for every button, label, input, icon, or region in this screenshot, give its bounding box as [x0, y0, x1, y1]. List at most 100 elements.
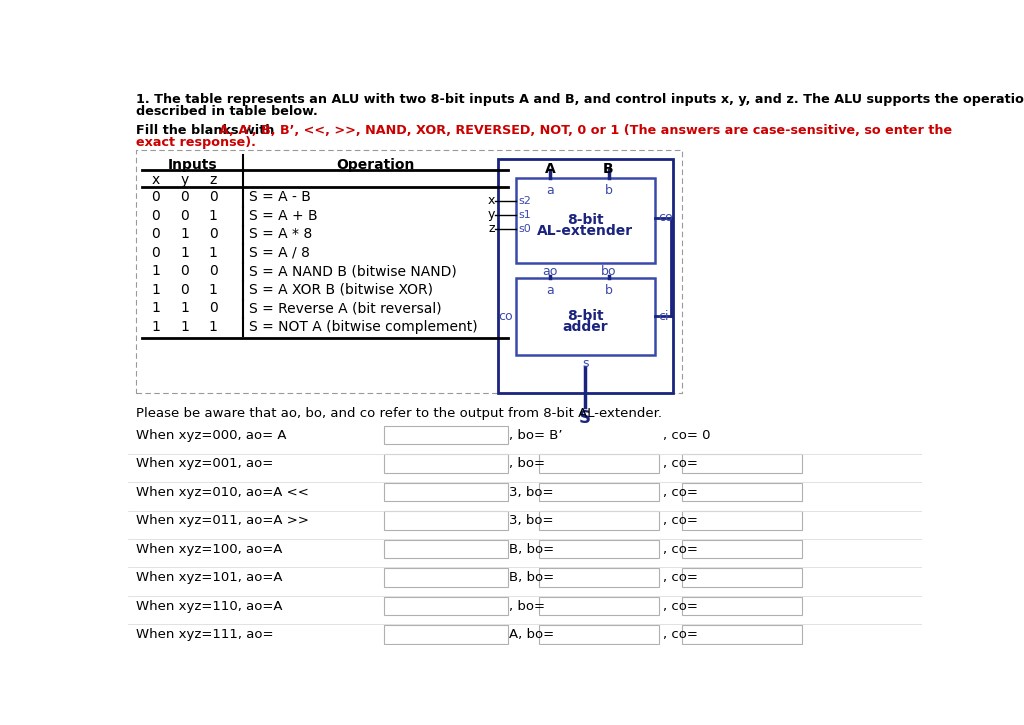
Bar [384, 568, 508, 587]
Text: s0: s0 [518, 224, 531, 233]
Text: co: co [498, 310, 512, 323]
Text: a: a [547, 184, 554, 197]
Text: , co=: , co= [663, 486, 697, 499]
Text: S = A * 8: S = A * 8 [249, 227, 312, 241]
Bar [136, 150, 682, 393]
Text: 0: 0 [180, 190, 189, 204]
Bar [539, 483, 658, 501]
Bar [539, 539, 658, 558]
Text: When xyz=101, ao=A: When xyz=101, ao=A [136, 571, 283, 584]
Text: AL-extender: AL-extender [538, 224, 633, 238]
Text: When xyz=111, ao=: When xyz=111, ao= [136, 629, 273, 642]
Text: When xyz=001, ao=: When xyz=001, ao= [136, 457, 273, 471]
Bar [539, 597, 658, 616]
Text: 8-bit: 8-bit [567, 309, 603, 323]
Text: S = NOT A (bitwise complement): S = NOT A (bitwise complement) [249, 320, 477, 334]
Text: 0: 0 [209, 190, 218, 204]
Bar [539, 625, 658, 644]
Text: 1: 1 [152, 320, 161, 334]
Text: , co=: , co= [663, 629, 697, 642]
Text: 1: 1 [209, 246, 218, 260]
Bar [539, 455, 658, 473]
Bar [539, 511, 658, 530]
Text: z: z [210, 173, 217, 187]
Text: 0: 0 [180, 264, 189, 278]
Text: 0: 0 [152, 246, 161, 260]
Text: 0: 0 [209, 227, 218, 241]
Text: Please be aware that ao, bo, and co refer to the output from 8-bit AL-extender.: Please be aware that ao, bo, and co refe… [136, 407, 662, 420]
Text: S = A XOR B (bitwise XOR): S = A XOR B (bitwise XOR) [249, 283, 433, 297]
Text: 0: 0 [180, 283, 189, 297]
Text: , bo=: , bo= [509, 600, 546, 613]
Text: 1: 1 [180, 320, 189, 334]
Text: A, A’, B, B’, <<, >>, NAND, XOR, REVERSED, NOT, 0 or 1 (The answers are case-sen: A, A’, B, B’, <<, >>, NAND, XOR, REVERSE… [219, 124, 952, 137]
Bar [682, 568, 802, 587]
Bar [682, 539, 802, 558]
Text: , co=: , co= [663, 543, 697, 556]
Text: Fill the blanks with: Fill the blanks with [136, 124, 279, 137]
Text: 0: 0 [180, 209, 189, 223]
Text: , co=: , co= [663, 457, 697, 471]
Text: x: x [152, 173, 160, 187]
Text: , co= 0: , co= 0 [663, 429, 711, 442]
Text: , co=: , co= [663, 600, 697, 613]
Text: 0: 0 [152, 227, 161, 241]
Text: s: s [582, 357, 589, 370]
Text: 0: 0 [209, 301, 218, 315]
Text: 1: 1 [152, 264, 161, 278]
Text: When xyz=010, ao=A <<: When xyz=010, ao=A << [136, 486, 308, 499]
Text: When xyz=011, ao=A >>: When xyz=011, ao=A >> [136, 514, 309, 527]
Text: 1: 1 [209, 209, 218, 223]
Text: A: A [545, 162, 556, 176]
Text: 0: 0 [209, 264, 218, 278]
Text: 8-bit: 8-bit [567, 212, 603, 226]
Text: 1: 1 [152, 283, 161, 297]
Text: 1: 1 [180, 227, 189, 241]
Text: a: a [547, 284, 554, 297]
Text: b: b [604, 284, 612, 297]
Text: ci: ci [658, 310, 669, 323]
Text: y: y [487, 208, 495, 221]
Text: adder: adder [562, 320, 608, 334]
Text: 1: 1 [180, 246, 189, 260]
Bar [515, 278, 655, 355]
Text: 1: 1 [209, 320, 218, 334]
Text: When xyz=110, ao=A: When xyz=110, ao=A [136, 600, 283, 613]
Bar [384, 511, 508, 530]
Bar [384, 483, 508, 501]
Text: , bo= B’: , bo= B’ [509, 429, 563, 442]
Bar [682, 455, 802, 473]
Text: B: B [603, 162, 613, 176]
Bar [682, 511, 802, 530]
Bar [515, 178, 655, 262]
Text: s1: s1 [518, 210, 531, 220]
Text: When xyz=100, ao=A: When xyz=100, ao=A [136, 543, 283, 556]
Text: 1: 1 [152, 301, 161, 315]
Text: exact response).: exact response). [136, 136, 256, 149]
Text: S = Reverse A (bit reversal): S = Reverse A (bit reversal) [249, 301, 441, 315]
Text: 1: 1 [180, 301, 189, 315]
Text: 0: 0 [152, 209, 161, 223]
Text: S = A / 8: S = A / 8 [249, 246, 310, 260]
Text: S = A + B: S = A + B [249, 209, 317, 223]
Text: described in table below.: described in table below. [136, 105, 317, 118]
Bar [539, 568, 658, 587]
Text: 1. The table represents an ALU with two 8-bit inputs A and B, and control inputs: 1. The table represents an ALU with two … [136, 93, 1024, 106]
Text: co: co [658, 212, 673, 225]
Text: bo: bo [601, 265, 616, 278]
Text: y: y [180, 173, 188, 187]
Text: B, bo=: B, bo= [509, 543, 554, 556]
Text: Operation: Operation [336, 158, 415, 172]
Bar [384, 597, 508, 616]
Text: 3, bo=: 3, bo= [509, 514, 554, 527]
Bar [682, 483, 802, 501]
Bar [682, 625, 802, 644]
Text: 0: 0 [152, 190, 161, 204]
Text: z: z [488, 222, 495, 235]
Text: S = A - B: S = A - B [249, 190, 310, 204]
Text: S = A NAND B (bitwise NAND): S = A NAND B (bitwise NAND) [249, 264, 457, 278]
Bar [384, 539, 508, 558]
Text: A, bo=: A, bo= [509, 629, 554, 642]
Bar [384, 625, 508, 644]
Text: B, bo=: B, bo= [509, 571, 554, 584]
